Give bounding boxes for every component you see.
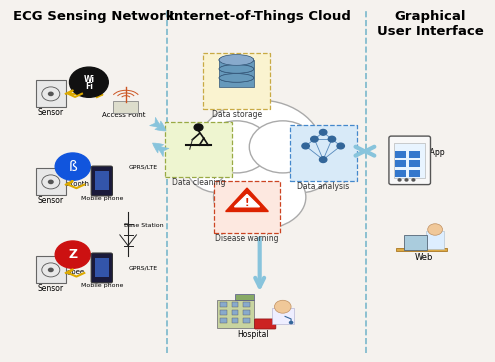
- FancyBboxPatch shape: [203, 54, 270, 109]
- Text: Hospital: Hospital: [237, 330, 269, 339]
- FancyBboxPatch shape: [396, 151, 406, 158]
- Circle shape: [412, 179, 415, 181]
- Ellipse shape: [269, 137, 334, 193]
- FancyBboxPatch shape: [396, 160, 406, 167]
- Text: Data cleaning: Data cleaning: [172, 178, 225, 188]
- FancyBboxPatch shape: [232, 302, 239, 307]
- Circle shape: [289, 321, 294, 324]
- FancyBboxPatch shape: [95, 171, 109, 190]
- FancyBboxPatch shape: [409, 169, 420, 177]
- FancyBboxPatch shape: [36, 256, 66, 283]
- Ellipse shape: [219, 56, 254, 64]
- Ellipse shape: [219, 73, 254, 82]
- Text: Sensor: Sensor: [38, 109, 64, 117]
- Text: Sensor: Sensor: [38, 285, 64, 294]
- FancyBboxPatch shape: [272, 308, 294, 324]
- FancyBboxPatch shape: [165, 122, 232, 177]
- FancyBboxPatch shape: [396, 248, 446, 251]
- Text: Fi: Fi: [85, 82, 93, 91]
- Ellipse shape: [203, 121, 270, 173]
- Text: Access Point: Access Point: [102, 112, 145, 118]
- FancyBboxPatch shape: [409, 151, 420, 158]
- FancyBboxPatch shape: [217, 299, 254, 328]
- Text: GPRS/LTE: GPRS/LTE: [128, 164, 157, 169]
- Text: Wi: Wi: [83, 75, 95, 84]
- Circle shape: [302, 143, 309, 149]
- FancyBboxPatch shape: [426, 231, 444, 249]
- Ellipse shape: [213, 165, 306, 230]
- FancyBboxPatch shape: [36, 168, 66, 195]
- FancyBboxPatch shape: [113, 101, 138, 113]
- Circle shape: [311, 136, 318, 142]
- Text: ß: ß: [68, 160, 77, 174]
- Ellipse shape: [195, 100, 324, 208]
- Circle shape: [55, 153, 90, 180]
- FancyBboxPatch shape: [254, 319, 276, 329]
- Text: Internet-of-Things Cloud: Internet-of-Things Cloud: [169, 10, 350, 24]
- Ellipse shape: [219, 64, 254, 73]
- Text: ECG Sensing Network: ECG Sensing Network: [13, 10, 174, 24]
- Circle shape: [398, 179, 401, 181]
- Text: Graphical
User Interface: Graphical User Interface: [377, 10, 484, 38]
- Text: Data analysis: Data analysis: [297, 182, 349, 191]
- Ellipse shape: [219, 56, 254, 64]
- FancyBboxPatch shape: [243, 310, 249, 315]
- Polygon shape: [235, 194, 259, 207]
- FancyBboxPatch shape: [91, 253, 112, 283]
- Circle shape: [405, 179, 408, 181]
- FancyBboxPatch shape: [409, 160, 420, 167]
- FancyBboxPatch shape: [219, 60, 254, 87]
- Text: Mobile App: Mobile App: [402, 148, 445, 157]
- Polygon shape: [226, 188, 268, 211]
- FancyBboxPatch shape: [220, 302, 227, 307]
- Text: Zigbee: Zigbee: [61, 269, 85, 275]
- Text: Sensor: Sensor: [38, 197, 64, 206]
- Circle shape: [194, 124, 203, 131]
- Circle shape: [428, 224, 443, 235]
- Text: !: !: [245, 198, 249, 208]
- Circle shape: [319, 130, 327, 135]
- Polygon shape: [235, 294, 254, 299]
- Text: Disease warning: Disease warning: [215, 234, 279, 243]
- FancyBboxPatch shape: [396, 169, 406, 177]
- Ellipse shape: [249, 121, 316, 173]
- Circle shape: [55, 241, 90, 268]
- FancyBboxPatch shape: [220, 310, 227, 315]
- Circle shape: [48, 268, 54, 272]
- Text: Data storage: Data storage: [211, 110, 262, 119]
- Text: Bluetooth: Bluetooth: [56, 181, 90, 187]
- Ellipse shape: [219, 73, 254, 82]
- Text: Base Station: Base Station: [124, 223, 164, 228]
- Circle shape: [274, 300, 291, 313]
- Text: Mobile phone: Mobile phone: [81, 196, 123, 201]
- FancyBboxPatch shape: [95, 258, 109, 277]
- FancyBboxPatch shape: [232, 310, 239, 315]
- FancyBboxPatch shape: [36, 80, 66, 108]
- Circle shape: [337, 143, 345, 149]
- FancyBboxPatch shape: [243, 318, 249, 323]
- Text: Z: Z: [68, 248, 77, 261]
- Circle shape: [48, 92, 54, 96]
- Text: Mobile phone: Mobile phone: [81, 283, 123, 288]
- Ellipse shape: [186, 137, 250, 193]
- FancyBboxPatch shape: [404, 235, 427, 250]
- Circle shape: [319, 157, 327, 163]
- Ellipse shape: [219, 55, 254, 65]
- Circle shape: [69, 67, 108, 97]
- Circle shape: [328, 136, 336, 142]
- Ellipse shape: [219, 64, 254, 73]
- FancyBboxPatch shape: [213, 181, 281, 233]
- FancyBboxPatch shape: [91, 166, 112, 196]
- Text: GPRS/LTE: GPRS/LTE: [128, 265, 157, 270]
- FancyBboxPatch shape: [232, 318, 239, 323]
- FancyBboxPatch shape: [395, 143, 425, 178]
- Circle shape: [48, 180, 54, 184]
- FancyBboxPatch shape: [290, 125, 356, 181]
- FancyBboxPatch shape: [389, 136, 431, 185]
- FancyBboxPatch shape: [243, 302, 249, 307]
- FancyBboxPatch shape: [220, 318, 227, 323]
- Text: Web: Web: [414, 253, 433, 262]
